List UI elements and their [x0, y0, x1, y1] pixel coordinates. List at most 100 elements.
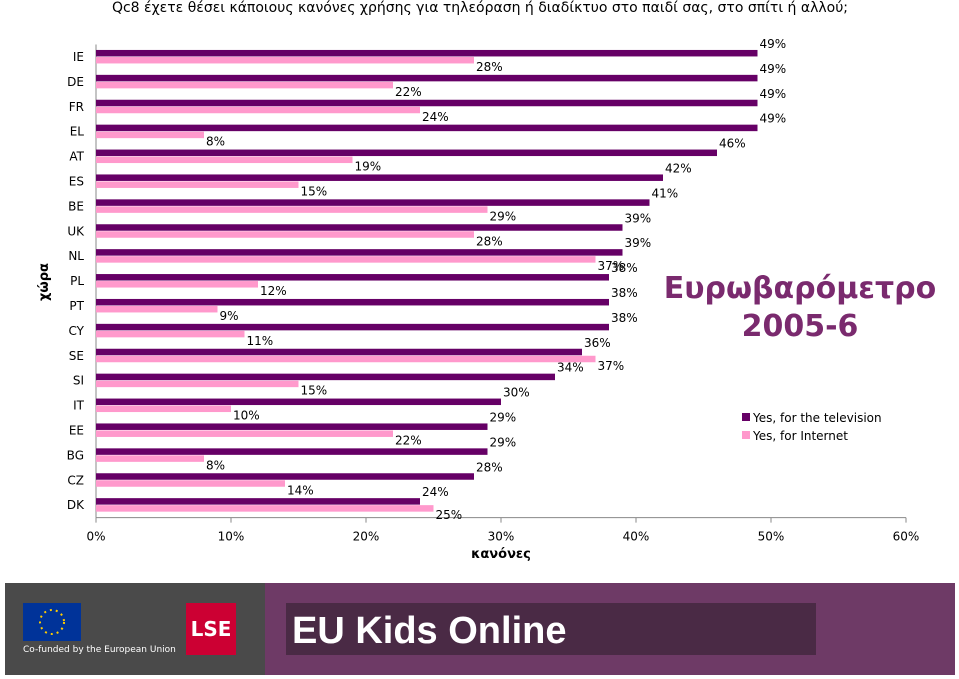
value-label: 24% — [422, 485, 449, 499]
y-tick-label: SI — [73, 374, 84, 388]
bar — [96, 131, 204, 139]
y-tick-label: DE — [67, 75, 84, 89]
value-label: 25% — [436, 508, 463, 522]
bar — [96, 206, 488, 213]
value-label: 28% — [476, 234, 503, 248]
bar — [96, 81, 393, 89]
value-label: 29% — [490, 209, 517, 223]
value-label: 42% — [665, 161, 692, 175]
bar — [96, 380, 299, 388]
value-label: 24% — [422, 110, 449, 124]
annotation: 2005-6 — [742, 309, 859, 344]
bar — [96, 256, 596, 263]
value-label: 19% — [355, 160, 382, 174]
value-label: 34% — [557, 361, 584, 375]
bar — [96, 249, 623, 256]
x-axis-label: κανόνες — [471, 547, 531, 562]
value-label: 10% — [233, 409, 260, 423]
bar — [96, 174, 663, 181]
y-axis-label: χώρα — [37, 263, 52, 301]
x-tick-label: 0% — [86, 530, 105, 544]
value-label: 49% — [760, 37, 787, 51]
brand-text: EU Kids Online — [292, 610, 566, 652]
bar — [96, 430, 393, 437]
value-label: 12% — [260, 284, 287, 298]
bar — [96, 323, 609, 331]
bar — [96, 99, 758, 107]
y-tick-label: DK — [67, 498, 85, 512]
value-label: 38% — [611, 261, 638, 275]
bar — [96, 156, 353, 164]
eu-stars — [39, 609, 65, 635]
bar — [96, 106, 420, 114]
value-label: 28% — [476, 460, 503, 474]
value-label: 37% — [598, 359, 625, 373]
eu-flag — [23, 603, 81, 641]
value-label: 8% — [206, 135, 225, 149]
value-label: 29% — [490, 410, 517, 424]
bar — [96, 181, 299, 188]
bar — [96, 305, 218, 313]
x-tick-label: 10% — [218, 530, 245, 544]
x-tick-label: 40% — [623, 530, 650, 544]
y-tick-label: EL — [70, 125, 85, 139]
bar — [96, 473, 474, 480]
value-label: 14% — [287, 483, 314, 497]
bar — [96, 199, 650, 206]
value-label: 46% — [719, 137, 746, 151]
bar — [96, 281, 258, 288]
bar — [96, 405, 231, 413]
bar — [96, 56, 474, 64]
bar — [96, 348, 582, 356]
brand-box — [286, 603, 816, 655]
value-label: 22% — [395, 433, 422, 447]
x-tick-label: 30% — [488, 530, 515, 544]
y-tick-label: IE — [73, 50, 84, 64]
value-label: 49% — [760, 62, 787, 76]
value-label: 39% — [625, 211, 652, 225]
legend-label: Yes, for the television — [752, 411, 882, 425]
bar — [96, 149, 717, 157]
y-tick-label: FR — [69, 100, 84, 114]
y-tick-label: UK — [67, 224, 85, 238]
bar — [96, 505, 434, 512]
y-tick-label: CZ — [67, 473, 84, 487]
bar — [96, 298, 609, 306]
bar — [96, 330, 245, 338]
value-label: 41% — [652, 186, 679, 200]
value-label: 49% — [760, 112, 787, 126]
bar — [96, 448, 488, 455]
bar — [96, 480, 285, 487]
y-tick-label: PL — [70, 274, 84, 288]
legend-label: Yes, for Internet — [752, 429, 848, 443]
chart-title: Qc8 έχετε θέσει κάποιους κανόνες χρήσης … — [112, 0, 848, 16]
footer: Co-funded by the European Union LSE EU K… — [5, 583, 955, 675]
value-label: 30% — [503, 386, 530, 400]
bar — [96, 124, 758, 132]
value-label: 15% — [301, 384, 328, 398]
eu-text: Co-funded by the European Union — [23, 645, 176, 655]
value-label: 11% — [247, 334, 274, 348]
value-label: 38% — [611, 286, 638, 300]
bar — [96, 373, 555, 381]
value-label: 9% — [220, 309, 239, 323]
value-label: 39% — [625, 236, 652, 250]
bar — [96, 274, 609, 281]
y-tick-label: AT — [69, 150, 84, 164]
value-label: 49% — [760, 87, 787, 101]
legend-swatch — [742, 431, 750, 439]
y-tick-label: CY — [69, 324, 85, 338]
value-label: 29% — [490, 435, 517, 449]
value-label: 38% — [611, 311, 638, 325]
y-tick-label: PT — [69, 299, 84, 313]
y-tick-label: ES — [69, 174, 84, 188]
bar — [96, 398, 501, 406]
value-label: 15% — [301, 184, 328, 198]
x-tick-label: 50% — [758, 530, 785, 544]
lse-text: LSE — [191, 617, 232, 641]
bar — [96, 49, 758, 57]
value-label: 37% — [598, 259, 625, 273]
bar — [96, 355, 596, 363]
x-tick-label: 20% — [353, 530, 380, 544]
